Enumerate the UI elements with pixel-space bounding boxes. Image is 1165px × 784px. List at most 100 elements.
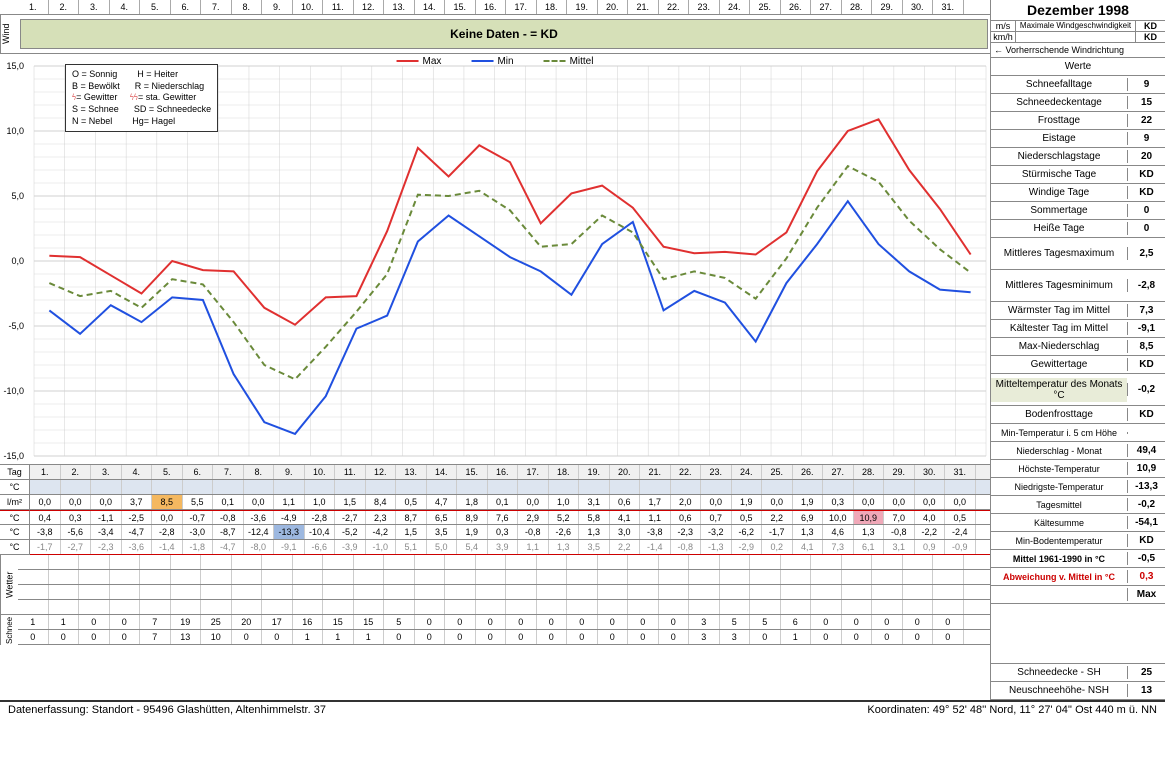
unit-kmh: km/h	[991, 32, 1016, 42]
row-label-min: °C	[0, 525, 30, 540]
stat-row: Kältester Tag im Mittel-9,1	[991, 320, 1165, 338]
svg-text:-5,0: -5,0	[8, 321, 24, 331]
day-header-cell: 23.	[689, 0, 720, 14]
stat-row: Werte	[991, 58, 1165, 76]
day-header-cell: 26.	[781, 0, 812, 14]
day-header-cell: 6.	[171, 0, 202, 14]
day-header-cell: 8.	[232, 0, 263, 14]
row-label-tempc: °C	[0, 480, 30, 495]
stat-row: Mitteltemperatur des Monats °C-0,2	[991, 374, 1165, 406]
wind-meta-label: Maximale Windgeschwindigkeit	[1016, 21, 1135, 31]
day-header-cell: 19.	[567, 0, 598, 14]
day-header-cell: 9.	[262, 0, 293, 14]
wind-banner: Keine Daten - = KD	[20, 19, 988, 49]
stat-row: Niedrigste-Temperatur-13,3	[991, 478, 1165, 496]
stat-row: GewittertageKD	[991, 356, 1165, 374]
stat-row: Mittel 1961-1990 in °C-0,5	[991, 550, 1165, 568]
stat-row: Wärmster Tag im Mittel7,3	[991, 302, 1165, 320]
stat-row: Höchste-Temperatur10,9	[991, 460, 1165, 478]
wind-kmh-val: KD	[1135, 32, 1165, 42]
stat-row: Sommertage0	[991, 202, 1165, 220]
day-header-cell: 22.	[659, 0, 690, 14]
day-header-cell: 2.	[49, 0, 80, 14]
table-row: -1,7-2,7-2,3-3,6-1,4-1,8-4,7-8,0-9,1-6,6…	[30, 540, 990, 555]
stat-row: Frosttage22	[991, 112, 1165, 130]
table-row: 0,40,3-1,1-2,50,0-0,7-0,8-3,6-4,9-2,8-2,…	[30, 510, 990, 525]
day-header-cell: 28.	[842, 0, 873, 14]
day-header-cell: 7.	[201, 0, 232, 14]
day-header-cell: 27.	[811, 0, 842, 14]
stat-row: Windige TageKD	[991, 184, 1165, 202]
day-header-cell: 29.	[872, 0, 903, 14]
stat-row: Heiße Tage0	[991, 220, 1165, 238]
wind-ms-val: KD	[1135, 21, 1165, 31]
table-row: 000071310001110000000000330100000	[18, 630, 990, 645]
stat-row: Schneedeckentage15	[991, 94, 1165, 112]
row-label-precip: l/m²	[0, 495, 30, 510]
table-row: -3,8-5,6-3,4-4,7-2,8-3,0-8,7-12,4-13,3-1…	[30, 525, 990, 540]
stat-row: Schneefalltage9	[991, 76, 1165, 94]
sh-val: 25	[1127, 666, 1165, 679]
wind-dir-label: ← Vorherrschende Windrichtung	[991, 43, 1165, 58]
schnee-axis-label: Schnee	[0, 615, 18, 645]
stat-row: Min-BodentemperaturKD	[991, 532, 1165, 550]
legend-mittel: Mittel	[570, 56, 594, 67]
row-label-mittel: °C	[0, 540, 30, 555]
month-title: Dezember 1998	[991, 0, 1165, 21]
day-header-cell: 11.	[323, 0, 354, 14]
day-header-cell: 21.	[628, 0, 659, 14]
day-header-cell: 24.	[720, 0, 751, 14]
day-header-cell: 10.	[293, 0, 324, 14]
day-header-cell: 30.	[903, 0, 934, 14]
svg-text:-15,0: -15,0	[3, 451, 24, 461]
wind-axis-label: Wind	[0, 15, 18, 53]
stat-row: Abweichung v. Mittel in °C0,3	[991, 568, 1165, 586]
stat-row: Max-Niederschlag8,5	[991, 338, 1165, 356]
stat-row: Stürmische TageKD	[991, 166, 1165, 184]
stat-row: Niederschlag - Monat49,4	[991, 442, 1165, 460]
table-row: 11007192520171615155000000000355600000	[18, 615, 990, 630]
unit-ms: m/s	[991, 21, 1016, 31]
row-label-tag: Tag	[0, 465, 30, 480]
stat-row: Mittleres Tagesminimum-2,8	[991, 270, 1165, 302]
stat-row: Kältesumme-54,1	[991, 514, 1165, 532]
wetter-axis-label: Wetter	[0, 555, 18, 614]
day-header-cell: 16.	[476, 0, 507, 14]
day-header: 1.2.3.4.5.6.7.8.9.10.11.12.13.14.15.16.1…	[18, 0, 990, 14]
day-header-cell: 1.	[18, 0, 49, 14]
stat-row: Mittleres Tagesmaximum2,5	[991, 238, 1165, 270]
table-row: 0,00,00,03,78,55,50,10,01,11,01,58,40,54…	[30, 495, 990, 510]
svg-text:5,0: 5,0	[11, 191, 24, 201]
svg-text:0,0: 0,0	[11, 256, 24, 266]
svg-text:15,0: 15,0	[6, 61, 24, 71]
legend-min: Min	[497, 56, 513, 67]
sh-label: Schneedecke - SH	[991, 666, 1127, 679]
day-header-cell: 12.	[354, 0, 385, 14]
legend-max: Max	[423, 56, 442, 67]
nsh-label: Neuschneehöhe- NSH	[991, 684, 1127, 697]
day-header-cell: 3.	[79, 0, 110, 14]
row-label-max: °C	[0, 510, 30, 525]
temperature-chart: Max Min Mittel O = Sonnig H = Heiter B =…	[0, 54, 990, 464]
weather-codes-legend: O = Sonnig H = Heiter B = Bewölkt R = Ni…	[65, 64, 218, 132]
day-header-cell: 13.	[384, 0, 415, 14]
stat-row: Niederschlagstage20	[991, 148, 1165, 166]
day-header-cell: 15.	[445, 0, 476, 14]
day-header-cell: 4.	[110, 0, 141, 14]
nsh-val: 13	[1127, 684, 1165, 697]
day-header-cell: 31.	[933, 0, 964, 14]
stat-row: Eistage9	[991, 130, 1165, 148]
stat-row: Min-Temperatur i. 5 cm Höhe	[991, 424, 1165, 442]
day-header-cell: 18.	[537, 0, 568, 14]
day-header-cell: 14.	[415, 0, 446, 14]
stat-row: Tagesmittel-0,2	[991, 496, 1165, 514]
table-row: 1.2.3.4.5.6.7.8.9.10.11.12.13.14.15.16.1…	[30, 465, 990, 480]
day-header-cell: 20.	[598, 0, 629, 14]
day-header-cell: 25.	[750, 0, 781, 14]
svg-text:-10,0: -10,0	[3, 386, 24, 396]
day-header-cell: 17.	[506, 0, 537, 14]
footer-location: Datenerfassung: Standort - 95496 Glashüt…	[8, 704, 867, 716]
stat-row: BodenfrosttageKD	[991, 406, 1165, 424]
stat-row: Max	[991, 586, 1165, 604]
svg-text:10,0: 10,0	[6, 126, 24, 136]
